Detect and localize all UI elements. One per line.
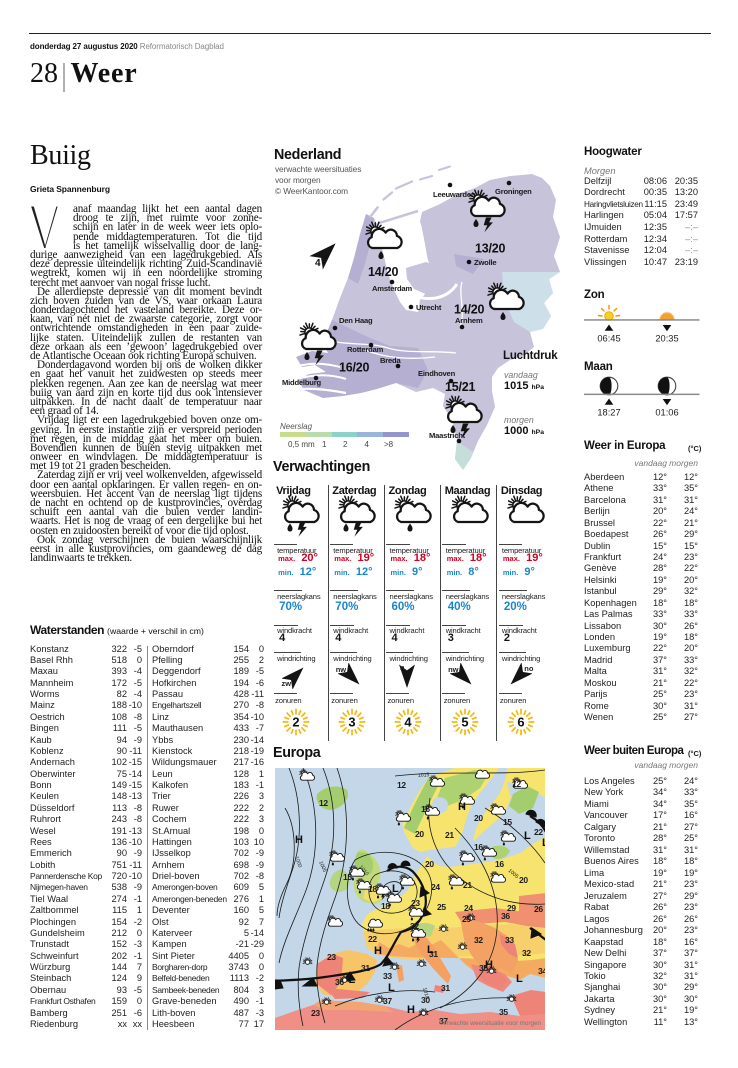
svg-text:H: H (374, 945, 382, 957)
svg-text:29: 29 (462, 914, 471, 924)
svg-text:18: 18 (368, 884, 377, 894)
svg-text:3: 3 (349, 715, 356, 730)
svg-text:12: 12 (319, 798, 328, 808)
svg-text:Den Haag: Den Haag (339, 316, 373, 325)
svg-text:20: 20 (519, 875, 528, 885)
svg-text:20: 20 (425, 859, 434, 869)
svg-text:35: 35 (499, 1007, 508, 1017)
svg-text:L: L (388, 982, 395, 994)
svg-text:Zwolle: Zwolle (474, 258, 496, 267)
svg-text:22: 22 (410, 921, 419, 931)
svg-text:23: 23 (311, 1008, 320, 1018)
svg-text:H: H (458, 801, 466, 813)
svg-text:25: 25 (437, 902, 446, 912)
svg-text:12: 12 (512, 779, 521, 789)
svg-text:20: 20 (474, 813, 483, 823)
svg-text:12: 12 (397, 780, 406, 790)
svg-text:Leeuwarden: Leeuwarden (433, 190, 476, 199)
svg-text:36: 36 (335, 977, 344, 987)
svg-text:L: L (542, 837, 545, 849)
svg-text:Verwachte weersituatie voor mo: Verwachte weersituatie voor morgen (439, 1020, 541, 1027)
svg-text:1010: 1010 (421, 986, 430, 999)
svg-text:35: 35 (479, 963, 488, 973)
svg-text:24: 24 (431, 882, 440, 892)
svg-text:L: L (348, 974, 355, 986)
svg-text:Arnhem: Arnhem (455, 316, 483, 325)
svg-text:33: 33 (383, 971, 392, 981)
svg-text:23: 23 (327, 952, 336, 962)
svg-text:Maastricht: Maastricht (429, 431, 466, 440)
svg-text:37: 37 (439, 1016, 448, 1026)
svg-text:1005: 1005 (317, 860, 327, 873)
svg-text:L: L (524, 830, 531, 842)
svg-text:15: 15 (343, 872, 352, 882)
svg-text:26: 26 (534, 904, 543, 914)
svg-text:H: H (407, 1004, 415, 1016)
svg-text:13/20: 13/20 (475, 242, 506, 256)
svg-text:29: 29 (507, 903, 516, 913)
svg-text:31: 31 (429, 949, 438, 959)
svg-text:34: 34 (538, 966, 545, 976)
svg-text:1015: 1015 (417, 772, 429, 779)
svg-text:Rotterdam: Rotterdam (347, 345, 384, 354)
svg-text:H: H (295, 834, 303, 846)
svg-text:20: 20 (415, 829, 424, 839)
svg-text:H: H (485, 959, 493, 971)
svg-text:01:06: 01:06 (655, 408, 678, 418)
svg-text:23: 23 (411, 898, 420, 908)
svg-text:30: 30 (421, 995, 430, 1005)
svg-text:14/20: 14/20 (454, 303, 485, 317)
svg-text:2: 2 (292, 715, 299, 730)
svg-text:37: 37 (383, 996, 392, 1006)
svg-text:Utrecht: Utrecht (416, 303, 442, 312)
svg-text:Middelburg: Middelburg (282, 378, 321, 387)
svg-text:4: 4 (315, 258, 321, 269)
svg-text:21: 21 (463, 880, 472, 890)
svg-text:L: L (427, 944, 434, 956)
svg-text:31: 31 (361, 963, 370, 973)
svg-text:21: 21 (445, 830, 454, 840)
svg-text:Groningen: Groningen (495, 187, 532, 196)
svg-text:5: 5 (461, 715, 468, 730)
svg-text:06:45: 06:45 (597, 334, 620, 344)
svg-text:32: 32 (474, 935, 483, 945)
svg-text:L: L (392, 883, 399, 895)
svg-text:24: 24 (464, 903, 473, 913)
svg-text:Breda: Breda (380, 356, 402, 365)
svg-text:15/21: 15/21 (445, 380, 476, 394)
svg-text:36: 36 (501, 911, 510, 921)
svg-text:20:35: 20:35 (655, 334, 678, 344)
svg-text:Eindhoven: Eindhoven (418, 369, 456, 378)
svg-text:33: 33 (505, 935, 514, 945)
svg-text:31: 31 (441, 983, 450, 993)
svg-text:16: 16 (495, 859, 504, 869)
svg-text:16: 16 (421, 804, 430, 814)
svg-text:Amsterdam: Amsterdam (372, 284, 412, 293)
svg-text:16: 16 (474, 842, 483, 852)
svg-text:22: 22 (534, 827, 543, 837)
svg-text:6: 6 (517, 715, 524, 730)
svg-text:14/20: 14/20 (368, 265, 399, 279)
svg-text:1000: 1000 (293, 855, 303, 868)
svg-text:18:27: 18:27 (597, 408, 620, 418)
svg-text:15: 15 (503, 817, 512, 827)
svg-text:L: L (516, 973, 523, 985)
svg-text:16/20: 16/20 (339, 361, 370, 375)
svg-text:4: 4 (405, 715, 413, 730)
svg-text:22: 22 (368, 934, 377, 944)
svg-text:18: 18 (381, 901, 390, 911)
svg-text:32: 32 (522, 948, 531, 958)
